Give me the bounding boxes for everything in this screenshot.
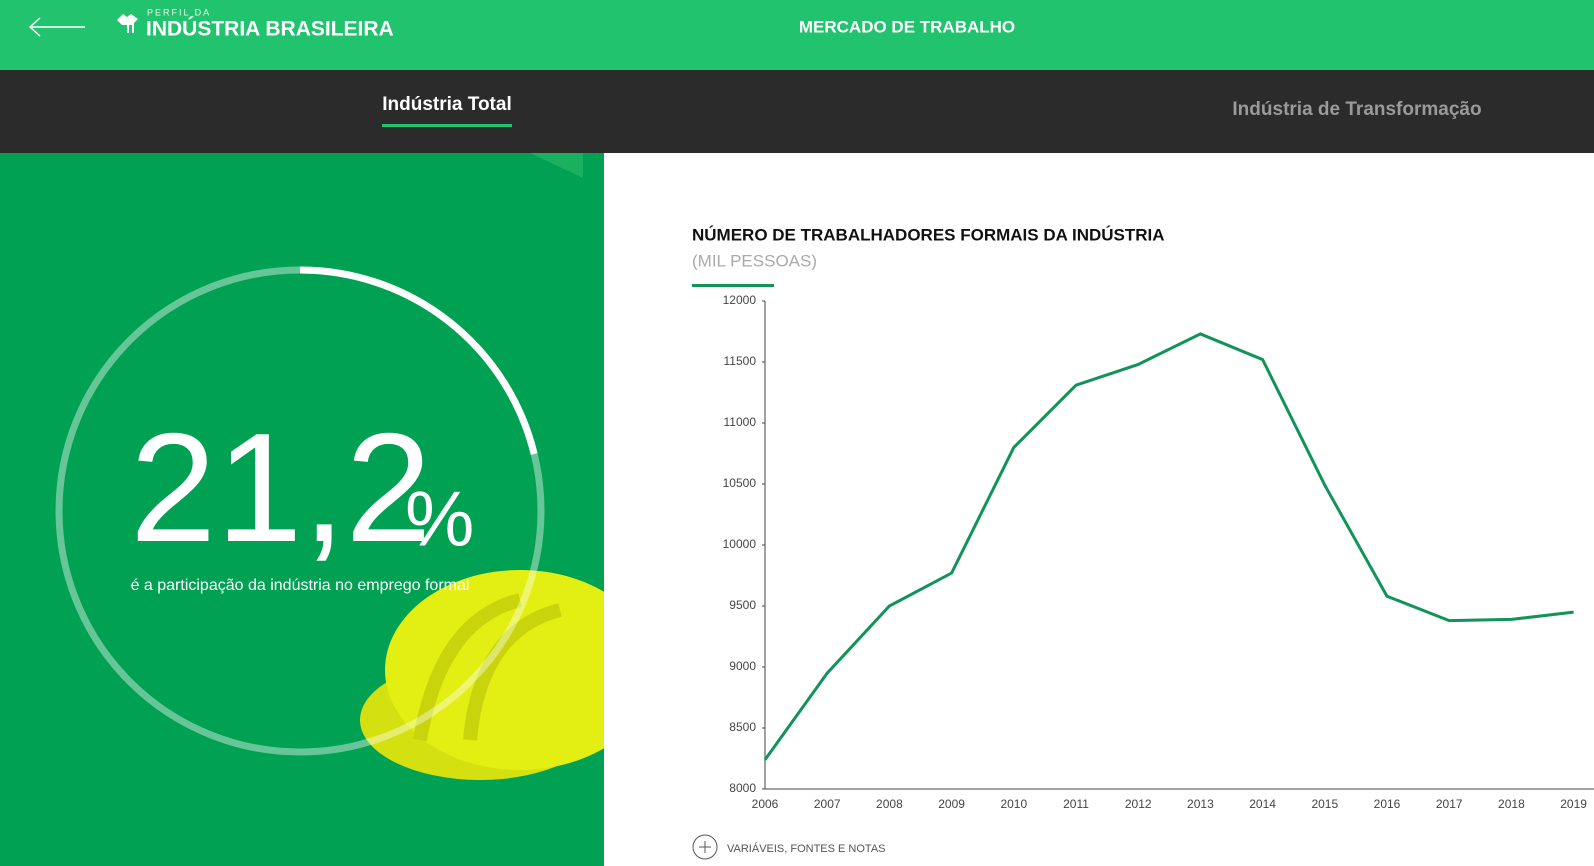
title-underline bbox=[692, 284, 774, 287]
stat-unit: % bbox=[405, 475, 474, 563]
x-tick-label: 2016 bbox=[1374, 797, 1401, 811]
y-tick-label: 9500 bbox=[729, 598, 756, 612]
tab-underline bbox=[382, 124, 512, 127]
x-tick-label: 2013 bbox=[1187, 797, 1214, 811]
x-tick-label: 2007 bbox=[814, 797, 841, 811]
chart-panel bbox=[604, 153, 1594, 866]
header-bar bbox=[0, 0, 1594, 70]
chart-subtitle: (MIL PESSOAS) bbox=[692, 251, 817, 270]
tab[interactable]: Indústria Total bbox=[382, 94, 511, 115]
y-tick-label: 9000 bbox=[729, 659, 756, 673]
notes-link[interactable]: VARIÁVEIS, FONTES E NOTAS bbox=[727, 842, 886, 855]
y-tick-label: 10000 bbox=[723, 537, 757, 551]
tab[interactable]: Indústria de Transformação bbox=[1232, 99, 1481, 120]
x-tick-label: 2015 bbox=[1311, 797, 1338, 811]
back-button[interactable] bbox=[28, 17, 85, 37]
stat-caption: é a participação da indústria no emprego… bbox=[131, 577, 470, 594]
stat-value: 21,2 bbox=[130, 401, 432, 574]
chart-title: NÚMERO DE TRABALHADORES FORMAIS DA INDÚS… bbox=[692, 225, 1165, 244]
decoration bbox=[360, 153, 604, 780]
x-tick-label: 2014 bbox=[1249, 797, 1276, 811]
x-tick-label: 2017 bbox=[1436, 797, 1463, 811]
y-tick-label: 11500 bbox=[724, 354, 757, 368]
x-tick-label: 2006 bbox=[752, 797, 779, 811]
y-tick-label: 12000 bbox=[723, 293, 757, 307]
line bbox=[763, 332, 1574, 761]
logo-icon bbox=[117, 14, 138, 33]
x-tick-label: 2009 bbox=[938, 797, 965, 811]
y-tick-label: 8500 bbox=[729, 720, 756, 734]
chart: 8000 8500 9000 9500 10000 10500 11000 11500 1200… bbox=[723, 293, 1594, 811]
x-tick-label: 2018 bbox=[1498, 797, 1525, 811]
x-tick-label: 2008 bbox=[876, 797, 903, 811]
x-tick-label: 2011 bbox=[1063, 797, 1089, 811]
y-tick-label: 8000 bbox=[729, 781, 756, 795]
y-tick-label: 11000 bbox=[724, 415, 757, 429]
logo-top: PERFIL DA bbox=[147, 7, 211, 17]
page-title: MERCADO DE TRABALHO bbox=[799, 17, 1015, 36]
tab-bar bbox=[0, 70, 1594, 153]
tabs: Indústria Total Indústria de Transformaçã… bbox=[382, 94, 1482, 127]
ring-arc bbox=[299, 266, 538, 455]
x-tick-label: 2012 bbox=[1125, 797, 1152, 811]
x-tick-label: 2010 bbox=[1000, 797, 1027, 811]
y-tick-label: 10500 bbox=[723, 476, 757, 490]
x-tick-label: 2019 bbox=[1560, 797, 1587, 811]
notes-button[interactable]: VARIÁVEIS, FONTES E NOTAS bbox=[692, 834, 886, 860]
logo[interactable]: INDÚSTRIA BRASILEIRA bbox=[146, 17, 394, 41]
